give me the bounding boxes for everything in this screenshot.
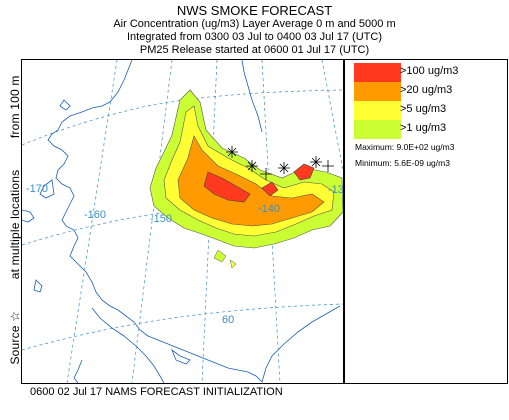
forecast-initialization-footer: 0600 02 Jul 17 NAMS FORECAST INITIALIZAT…: [30, 386, 283, 398]
forecast-title: NWS SMOKE FORECAST: [176, 3, 333, 18]
legend-item-1: >1 ug/m3: [354, 120, 504, 139]
legend-label-20: >20 ug/m3: [400, 84, 453, 96]
maximum-concentration: Maximum: 9.0E+02 ug/m3: [355, 142, 455, 152]
release-start-line: PM25 Release started at 0600 01 Jul 17 (…: [139, 44, 370, 56]
lon-label-150: -150: [150, 213, 172, 225]
legend-label-100: >100 ug/m3: [400, 65, 459, 77]
legend-item-100: >100 ug/m3: [354, 63, 504, 82]
legend-label-1: >1 ug/m3: [400, 122, 447, 134]
smoke-forecast-map: -170 -160 -150 -140 -130 60: [21, 59, 344, 384]
legend-item-20: >20 ug/m3: [354, 82, 504, 101]
legend-swatch-orange: [354, 82, 401, 101]
grid-labels: -170 -160 -150 -140 -130 60: [26, 183, 343, 326]
integration-period-line: Integrated from 0300 03 Jul to 0400 03 J…: [127, 31, 382, 43]
smoke-plume: [149, 89, 343, 269]
source-height-label: from 100 m: [8, 75, 22, 139]
lon-label-170: -170: [26, 183, 48, 195]
map-canvas: -170 -160 -150 -140 -130 60: [22, 60, 343, 383]
legend-panel: >100 ug/m3 >20 ug/m3 >5 ug/m3 >1 ug/m3 M…: [344, 59, 508, 384]
source-label: Source ☆: [8, 310, 22, 365]
concentration-layer-line: Air Concentration (ug/m3) Layer Average …: [113, 18, 396, 30]
lon-label-140: -140: [258, 203, 280, 215]
legend-label-5: >5 ug/m3: [400, 103, 447, 115]
legend-swatch-red: [354, 63, 401, 82]
lat-label-60: 60: [222, 314, 234, 326]
lon-label-160: -160: [84, 209, 106, 221]
lon-label-130: -130: [328, 184, 343, 196]
legend-swatch-yellow: [354, 101, 401, 120]
legend-swatch-green: [354, 120, 401, 139]
minimum-concentration: Minimum: 5.6E-09 ug/m3: [355, 158, 450, 168]
source-location-markers: [226, 146, 334, 180]
source-locations-label: at multiple locations: [8, 169, 22, 280]
legend-item-5: >5 ug/m3: [354, 101, 504, 120]
